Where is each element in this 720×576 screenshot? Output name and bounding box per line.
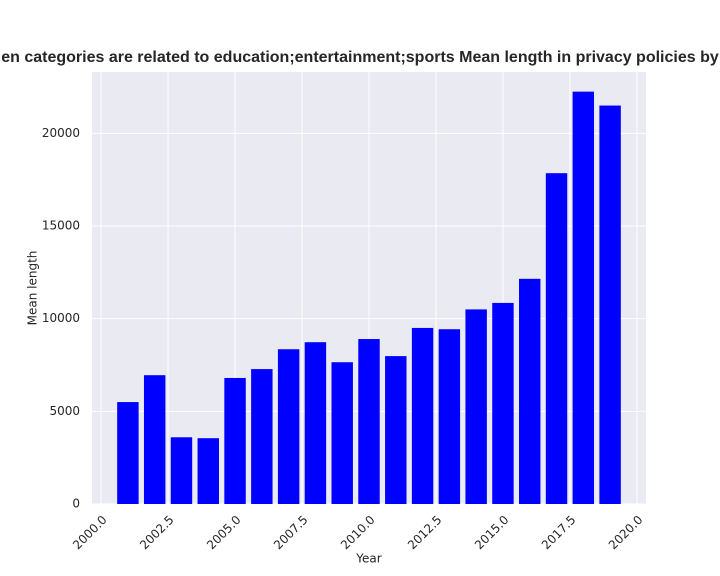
- bar: [545, 173, 568, 504]
- y-tick-label: 10000: [42, 311, 80, 325]
- bar: [385, 356, 407, 504]
- bar: [170, 437, 193, 504]
- bar: [331, 362, 353, 504]
- bar: [197, 438, 219, 504]
- bar: [438, 329, 461, 504]
- x-tick-label: 2020.0: [606, 513, 646, 553]
- bar: [492, 302, 514, 504]
- bar: [277, 349, 300, 504]
- x-tick-label: 2002.5: [137, 513, 177, 553]
- bar: [304, 342, 327, 504]
- y-tick-label: 15000: [42, 219, 80, 233]
- x-tick-label: 2015.0: [472, 513, 512, 553]
- y-tick-label: 5000: [49, 404, 80, 418]
- y-axis-label: Mean length: [26, 251, 40, 326]
- bar: [224, 377, 246, 504]
- bar: [572, 91, 595, 505]
- bar: [465, 309, 487, 504]
- bar: [358, 339, 380, 504]
- x-tick-label: 2017.5: [539, 513, 579, 553]
- y-tick-label: 20000: [42, 126, 80, 140]
- bar: [411, 327, 434, 504]
- x-tick-label: 2007.5: [271, 513, 311, 553]
- bar: [117, 402, 139, 504]
- bar: [143, 375, 166, 504]
- x-tick-label: 2012.5: [405, 513, 445, 553]
- chart-title: en categories are related to education;e…: [1, 49, 719, 66]
- x-tick-label: 2000.0: [70, 513, 110, 553]
- bar: [599, 105, 621, 504]
- bar: [519, 278, 541, 504]
- x-tick-label: 2010.0: [338, 513, 378, 553]
- x-axis-label: Year: [355, 552, 381, 566]
- bar: [251, 369, 273, 504]
- y-tick-label: 0: [72, 497, 80, 511]
- x-tick-label: 2005.0: [204, 513, 244, 553]
